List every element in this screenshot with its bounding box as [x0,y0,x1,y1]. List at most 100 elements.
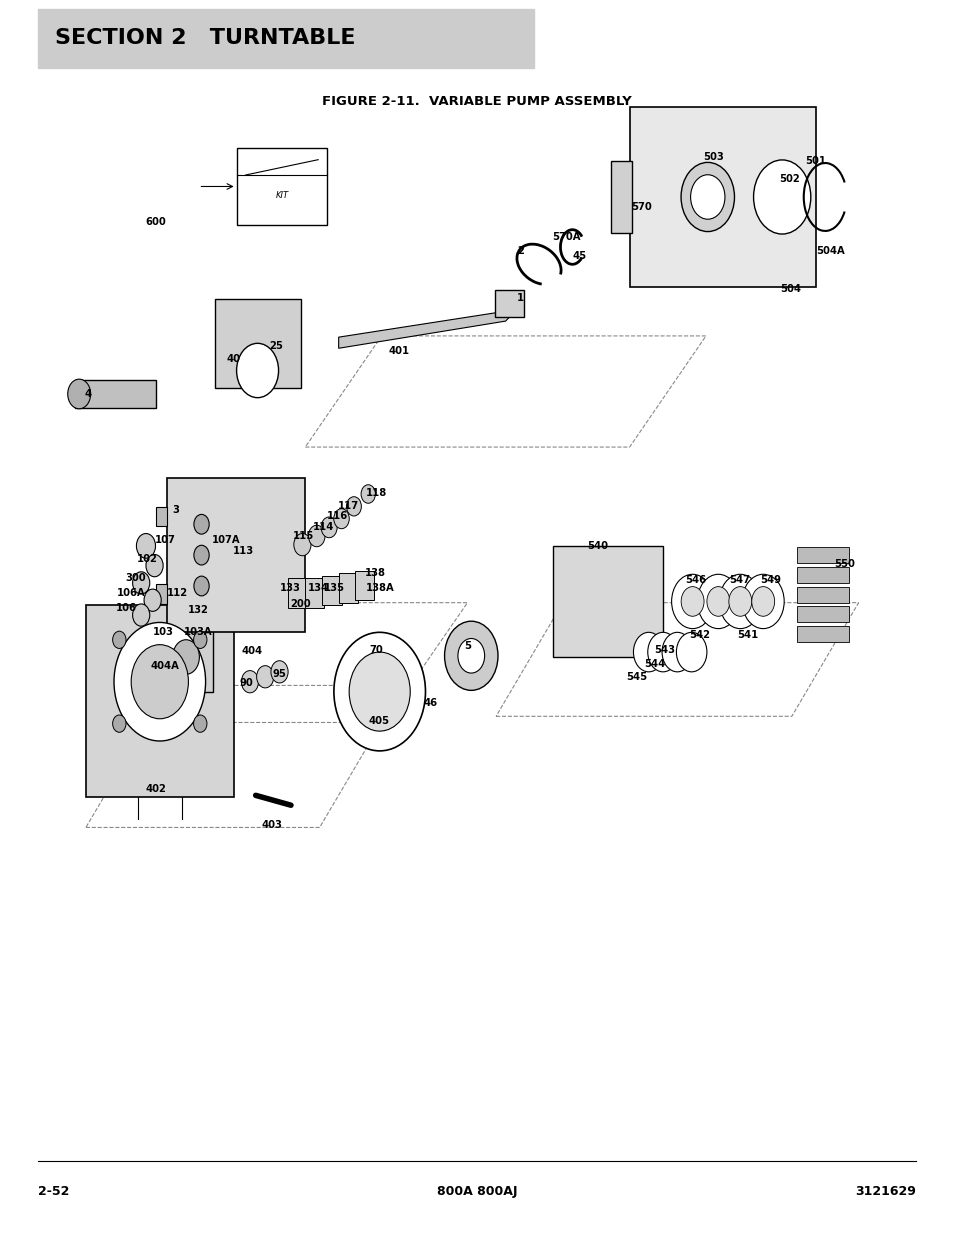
Circle shape [193,576,209,597]
Text: 403: 403 [261,820,282,830]
Text: KIT: KIT [275,191,288,200]
Circle shape [751,587,774,616]
Circle shape [271,661,288,683]
Bar [160,624,213,692]
Text: 107: 107 [154,535,175,545]
Bar [167,478,305,632]
Circle shape [68,379,91,409]
Text: 70: 70 [369,645,382,655]
Text: 103A: 103A [184,627,213,637]
Circle shape [728,587,751,616]
Text: 107A: 107A [212,535,240,545]
Circle shape [706,587,729,616]
Text: 95: 95 [273,669,286,679]
Circle shape [457,638,484,673]
Text: 503: 503 [702,152,723,162]
Circle shape [676,632,706,672]
Circle shape [349,652,410,731]
Text: FIGURE 2-11.  VARIABLE PUMP ASSEMBLY: FIGURE 2-11. VARIABLE PUMP ASSEMBLY [322,95,631,107]
Text: 5: 5 [463,641,471,651]
Text: 2: 2 [517,246,524,256]
Text: 542: 542 [688,630,709,640]
Bar [305,578,324,608]
Text: 115: 115 [293,531,314,541]
Text: 501: 501 [804,156,825,165]
Circle shape [444,621,497,690]
Polygon shape [338,299,519,348]
Text: 570A: 570A [552,232,580,242]
Text: 800A 800AJ: 800A 800AJ [436,1186,517,1198]
Text: 550: 550 [833,559,854,569]
Text: 118: 118 [366,488,387,498]
Text: 25: 25 [270,341,283,351]
Circle shape [132,572,150,594]
Circle shape [193,514,209,534]
Circle shape [661,632,692,672]
Circle shape [346,496,361,516]
Circle shape [241,671,258,693]
Text: 570: 570 [630,203,651,212]
Text: 404: 404 [241,646,262,656]
Text: 504A: 504A [816,246,844,256]
FancyBboxPatch shape [38,9,534,68]
Text: 46: 46 [423,698,436,708]
Bar [495,290,523,317]
Text: 504: 504 [780,284,801,294]
Text: 540: 540 [586,541,607,551]
Text: 116: 116 [327,511,348,521]
Bar [155,506,167,526]
Circle shape [753,159,810,235]
Text: 2-52: 2-52 [38,1186,70,1198]
Bar [796,606,848,622]
Text: 3121629: 3121629 [854,1186,915,1198]
Text: 114: 114 [313,522,334,532]
Text: 600: 600 [145,217,166,227]
Text: 404A: 404A [151,661,179,671]
Text: 544: 544 [643,659,664,669]
Text: 402: 402 [145,784,166,794]
Circle shape [308,525,325,547]
Circle shape [321,517,336,537]
Text: 543: 543 [654,645,675,655]
Circle shape [719,574,760,629]
Bar [553,546,662,657]
Text: 117: 117 [337,501,358,511]
Circle shape [633,632,663,672]
Circle shape [236,343,278,398]
Bar [796,547,848,563]
Bar [86,605,233,797]
Text: 106: 106 [115,603,136,613]
Text: 45: 45 [572,251,585,261]
Bar [338,573,357,603]
Text: 541: 541 [737,630,758,640]
Circle shape [294,534,311,556]
Text: 502: 502 [779,174,800,184]
Text: SECTION 2   TURNTABLE: SECTION 2 TURNTABLE [55,28,355,48]
Text: 200: 200 [290,599,311,609]
Bar [75,380,156,408]
Bar [796,626,848,642]
Circle shape [131,645,188,719]
Bar [796,567,848,583]
Circle shape [146,555,163,577]
Text: 1: 1 [516,293,523,303]
Text: 112: 112 [167,588,188,598]
Circle shape [132,604,150,626]
Circle shape [697,574,739,629]
Circle shape [334,509,349,529]
Text: 300: 300 [125,573,146,583]
Text: 4: 4 [84,389,91,399]
Text: 138A: 138A [365,583,394,593]
Circle shape [671,574,713,629]
Circle shape [193,631,207,648]
Bar [155,584,167,604]
Bar [796,587,848,603]
Text: 546: 546 [684,576,705,585]
Text: 3: 3 [172,505,179,515]
Circle shape [113,622,205,741]
Circle shape [680,587,703,616]
Bar [629,107,815,287]
Circle shape [334,632,425,751]
Text: 106A: 106A [116,588,145,598]
Bar [288,578,307,608]
